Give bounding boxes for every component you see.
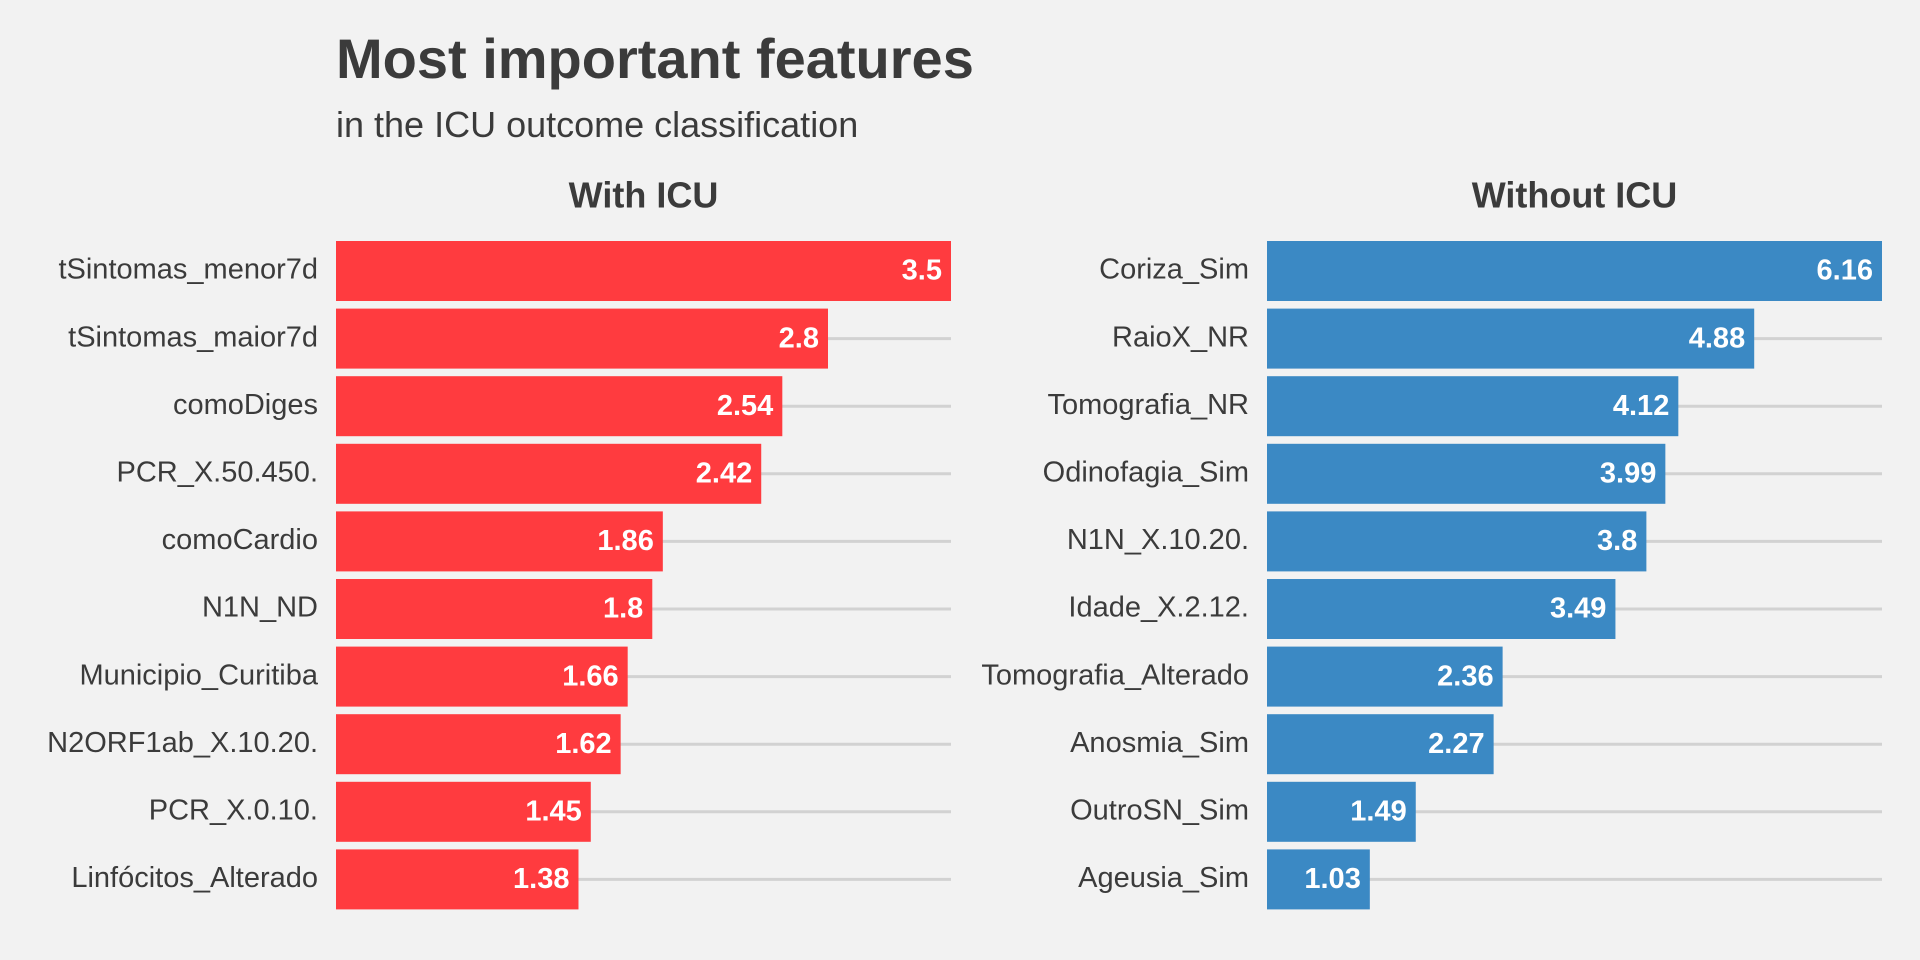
category-label: RaioX_NR <box>1112 321 1249 353</box>
value-label: 3.49 <box>1550 593 1606 625</box>
category-label: Anosmia_Sim <box>1070 727 1249 759</box>
value-label: 1.03 <box>1304 863 1360 895</box>
bar <box>336 241 951 301</box>
bar <box>336 511 663 572</box>
category-label: Tomografia_Alterado <box>981 659 1249 691</box>
bar <box>336 781 591 842</box>
value-label: 1.45 <box>525 795 581 827</box>
bar <box>336 376 783 437</box>
bar <box>1267 579 1616 639</box>
bar <box>336 579 653 639</box>
category-label: Municipio_Curitiba <box>79 659 318 691</box>
bar <box>1267 308 1755 369</box>
category-label: Ageusia_Sim <box>1078 862 1249 894</box>
bar <box>1267 443 1666 504</box>
value-label: 2.42 <box>696 457 752 489</box>
value-label: 2.8 <box>779 322 819 354</box>
bar <box>1267 646 1503 707</box>
category-label: N2ORF1ab_X.10.20. <box>47 727 318 759</box>
value-label: 4.12 <box>1613 390 1669 422</box>
panel-title: With ICU <box>569 175 719 216</box>
value-label: 2.54 <box>717 390 773 422</box>
category-label: Linfócitos_Alterado <box>71 862 318 894</box>
bar <box>1267 781 1416 842</box>
category-label: Coriza_Sim <box>1099 254 1249 286</box>
chart-title: Most important features <box>336 27 974 90</box>
category-label: tSintomas_menor7d <box>58 254 318 286</box>
category-label: N1N_ND <box>202 592 318 624</box>
category-label: Idade_X.2.12. <box>1068 592 1249 624</box>
category-label: Odinofagia_Sim <box>1043 456 1249 488</box>
chart-subtitle: in the ICU outcome classification <box>336 104 859 145</box>
category-label: PCR_X.50.450. <box>116 456 318 488</box>
panel-title: Without ICU <box>1472 175 1678 216</box>
value-label: 1.38 <box>513 863 569 895</box>
value-label: 1.66 <box>562 660 618 692</box>
category-label: PCR_X.0.10. <box>149 794 318 826</box>
category-label: comoCardio <box>162 524 318 556</box>
category-label: N1N_X.10.20. <box>1067 524 1249 556</box>
value-label: 3.99 <box>1600 457 1656 489</box>
value-label: 3.5 <box>902 255 942 287</box>
category-label: tSintomas_maior7d <box>68 321 318 353</box>
category-label: comoDiges <box>173 389 318 421</box>
value-label: 2.27 <box>1428 728 1484 760</box>
value-label: 1.8 <box>603 593 643 625</box>
bar <box>1267 849 1370 910</box>
category-label: Tomografia_NR <box>1048 389 1249 421</box>
value-label: 1.86 <box>597 525 653 557</box>
panel-without-icu: Without ICU Coriza_Sim 6.16 RaioX_NR 4.88 Tom… <box>981 175 1882 910</box>
bar <box>336 849 579 910</box>
bar <box>1267 376 1679 437</box>
category-label: OutroSN_Sim <box>1070 794 1249 826</box>
bar <box>336 714 621 775</box>
value-label: 3.8 <box>1597 525 1637 557</box>
value-label: 1.62 <box>555 728 611 760</box>
bar <box>336 308 828 369</box>
value-label: 2.36 <box>1437 660 1493 692</box>
panel-with-icu: With ICU tSintomas_menor7d 3.5 tSintomas_ma… <box>47 175 951 910</box>
bar <box>336 646 628 707</box>
bar <box>336 443 762 504</box>
bar <box>1267 241 1882 301</box>
bar <box>1267 511 1647 572</box>
value-label: 4.88 <box>1689 322 1745 354</box>
value-label: 6.16 <box>1817 255 1873 287</box>
bar <box>1267 714 1494 775</box>
value-label: 1.49 <box>1350 795 1406 827</box>
